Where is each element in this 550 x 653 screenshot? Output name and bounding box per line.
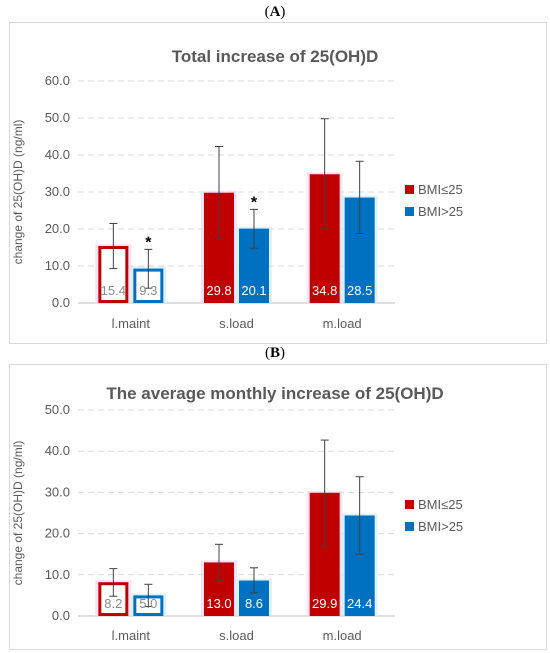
- y-tick-label: 0.0: [52, 295, 70, 310]
- legend-swatch: [405, 207, 414, 216]
- y-tick-label: 40.0: [45, 147, 70, 162]
- legend-swatch: [405, 185, 414, 194]
- data-label: 15.4: [101, 283, 126, 298]
- data-label: 24.4: [347, 596, 372, 611]
- y-tick-label: 50.0: [45, 402, 70, 417]
- legend-label: BMI≤25: [418, 182, 463, 197]
- legend-label: BMI>25: [418, 204, 463, 219]
- y-tick-label: 30.0: [45, 484, 70, 499]
- chart-total-increase: Total increase of 25(OH)D 0.0 10.0 20.0 30.0…: [9, 22, 547, 344]
- chart-frame: [9, 364, 547, 650]
- data-label: 28.5: [347, 283, 372, 298]
- y-tick-label: 30.0: [45, 184, 70, 199]
- y-axis-label: change of 25(OH)D (ng/ml): [11, 120, 25, 265]
- data-label: 8.6: [245, 596, 263, 611]
- data-label: 34.8: [312, 283, 337, 298]
- y-axis-label: change of 25(OH)D (ng/ml): [11, 441, 25, 586]
- x-category-label: l.maint: [112, 628, 151, 643]
- data-label: 20.1: [241, 283, 266, 298]
- data-label: 9.3: [139, 283, 157, 298]
- significance-marker: *: [251, 194, 258, 211]
- y-tick-label: 40.0: [45, 443, 70, 458]
- data-label: 13.0: [206, 596, 231, 611]
- data-label: 5.0: [139, 596, 157, 611]
- x-category-label: m.load: [323, 628, 362, 643]
- y-tick-label: 0.0: [52, 608, 70, 623]
- panel-b-label: (B): [264, 345, 285, 361]
- legend-label: BMI≤25: [418, 497, 463, 512]
- x-category-label: s.load: [219, 628, 254, 643]
- legend-label: BMI>25: [418, 519, 463, 534]
- x-category-label: s.load: [219, 316, 254, 331]
- chart-monthly-increase: The average monthly increase of 25(OH)D 0…: [9, 364, 547, 650]
- chart-title: Total increase of 25(OH)D: [172, 47, 379, 66]
- chart-title: The average monthly increase of 25(OH)D: [106, 384, 443, 403]
- x-category-label: l.maint: [112, 316, 151, 331]
- data-label: 29.9: [312, 596, 337, 611]
- y-tick-label: 10.0: [45, 258, 70, 273]
- significance-marker: *: [145, 234, 152, 251]
- y-tick-label: 50.0: [45, 110, 70, 125]
- data-label: 8.2: [104, 596, 122, 611]
- y-tick-label: 20.0: [45, 526, 70, 541]
- panel-a-label: (A): [264, 4, 286, 20]
- chart-frame: [9, 22, 547, 344]
- x-category-label: m.load: [323, 316, 362, 331]
- legend-swatch: [405, 500, 414, 509]
- data-label: 29.8: [206, 283, 231, 298]
- legend-swatch: [405, 522, 414, 531]
- y-tick-label: 20.0: [45, 221, 70, 236]
- y-tick-label: 10.0: [45, 567, 70, 582]
- y-tick-label: 60.0: [45, 73, 70, 88]
